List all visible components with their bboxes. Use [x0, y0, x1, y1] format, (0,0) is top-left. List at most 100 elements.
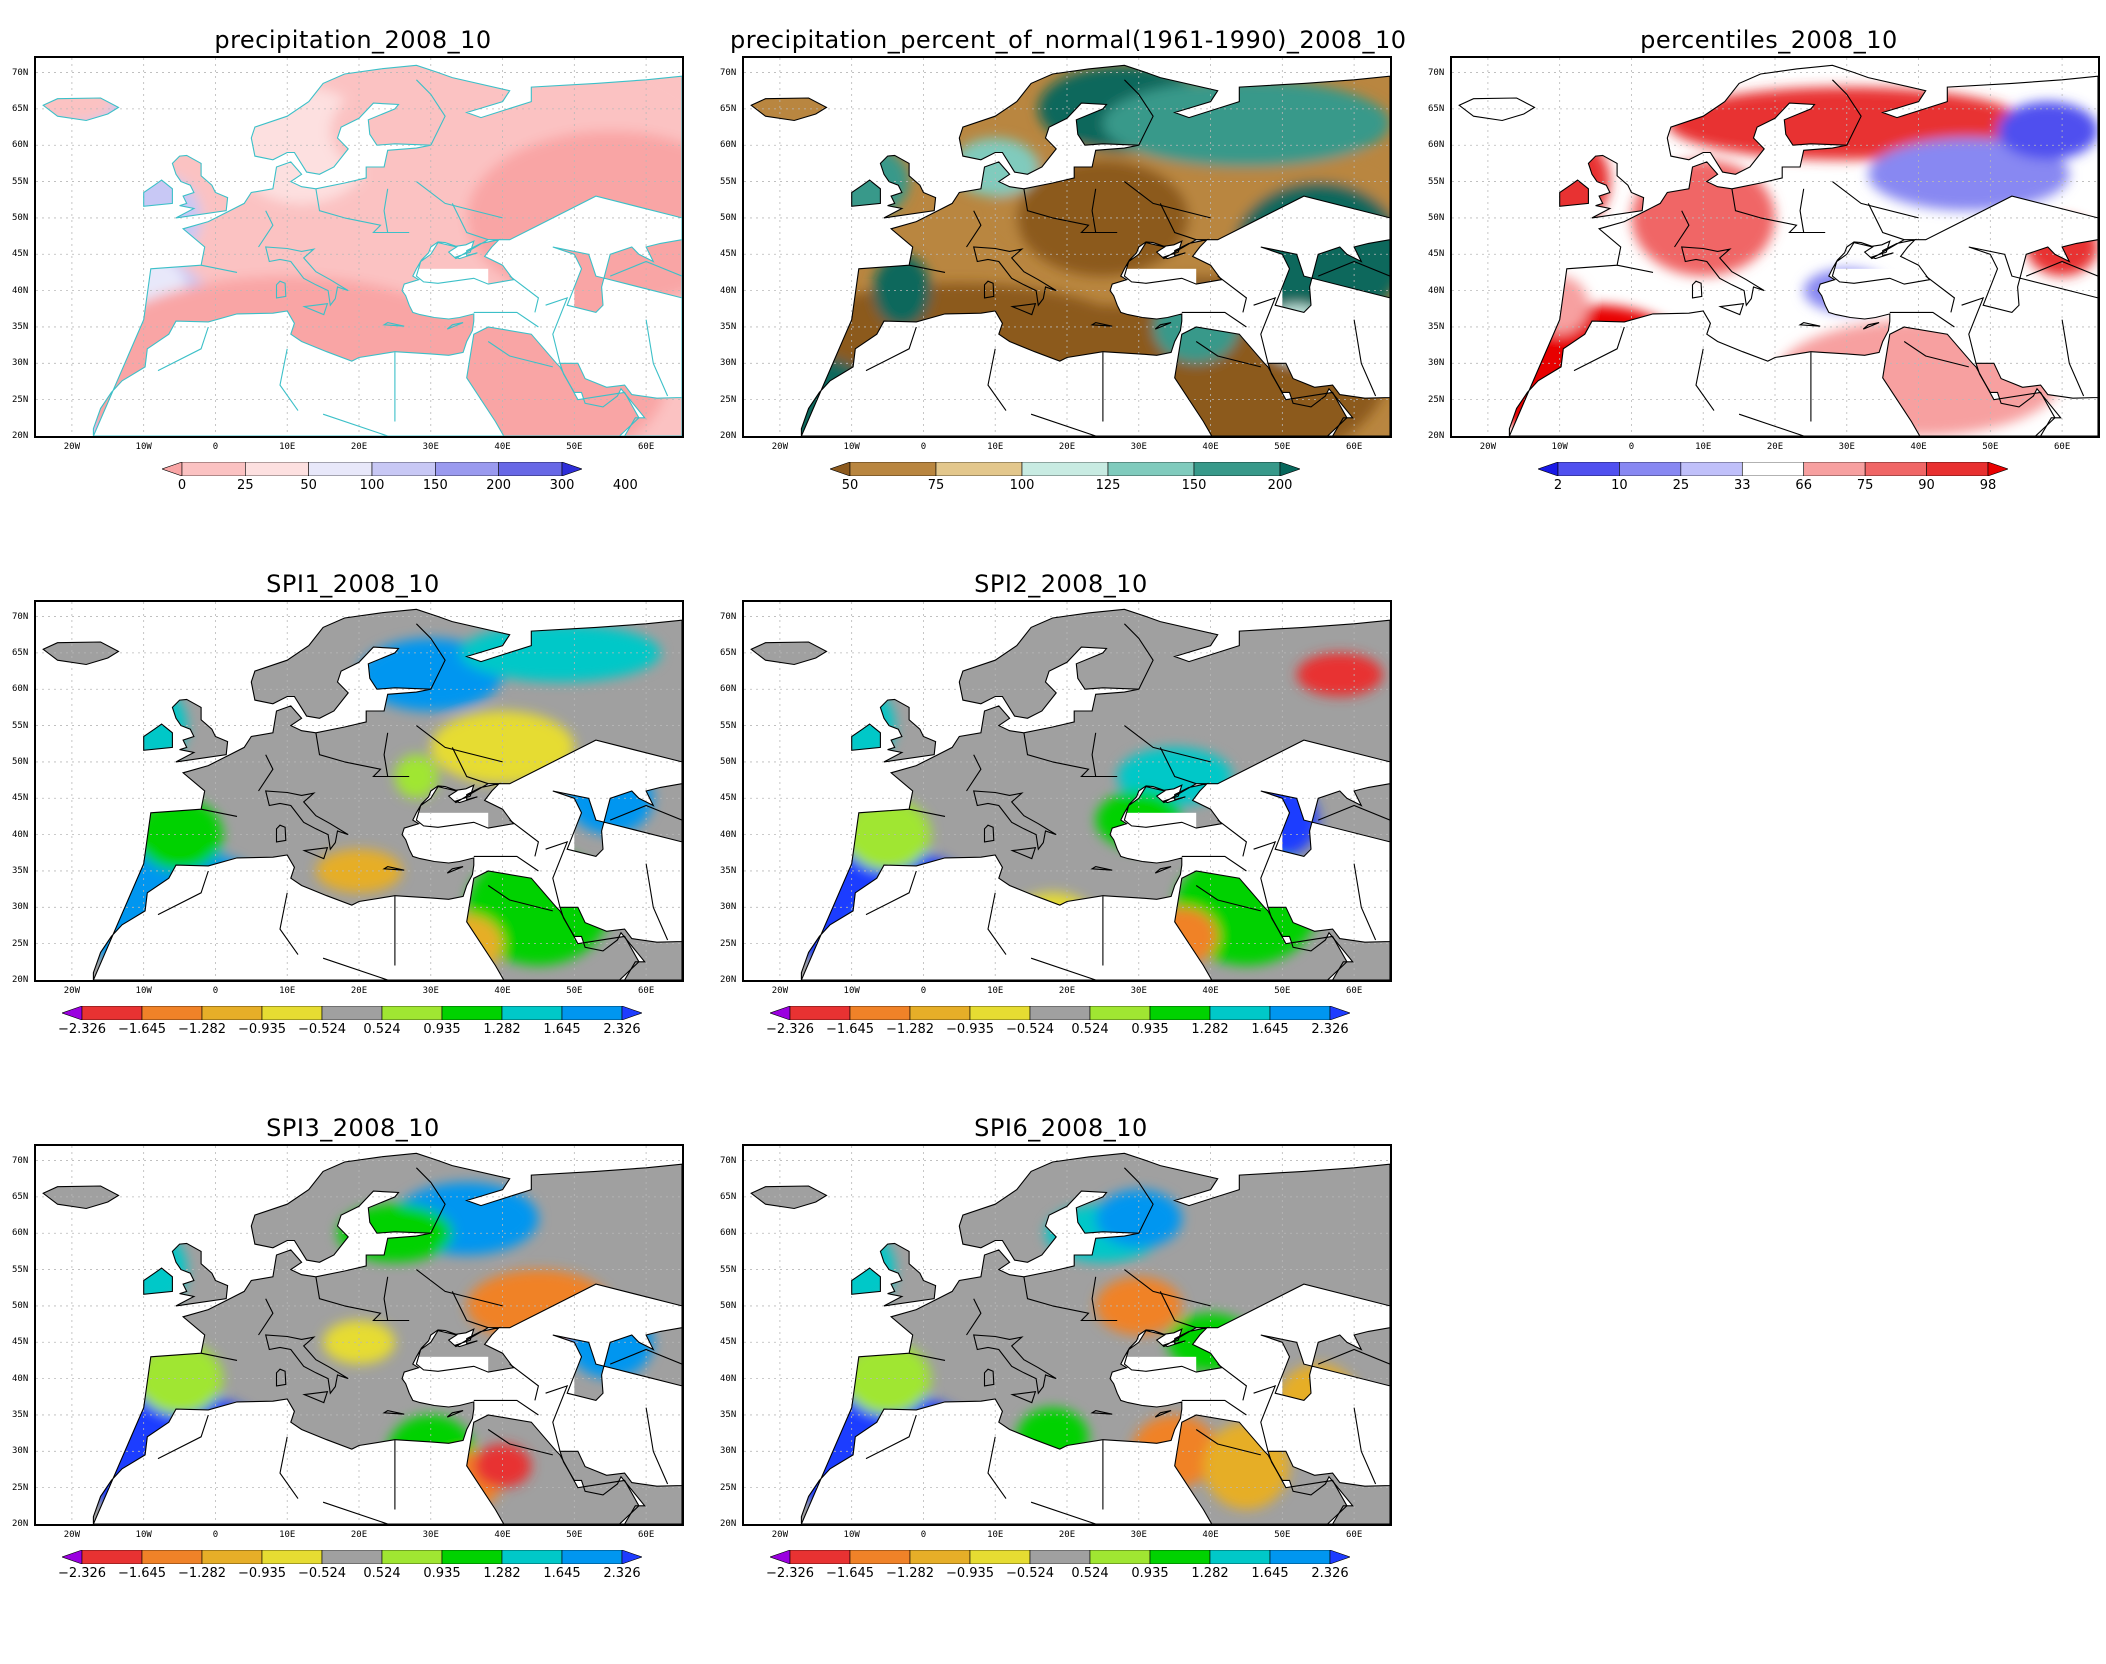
lon-tick-label: 60E	[2053, 442, 2071, 452]
lat-tick-label: 35N	[720, 1409, 737, 1420]
colorbar-segment	[81, 1006, 143, 1020]
colorbar-tick-label: −1.645	[825, 1566, 875, 1581]
country-border	[609, 804, 682, 821]
field-patch	[129, 689, 187, 762]
country-border	[1195, 1429, 1261, 1456]
colorbar-right-arrow	[1279, 462, 1300, 476]
colorbar-tick-label: 1.645	[543, 1022, 581, 1037]
lat-tick-label: 65N	[1428, 103, 1445, 114]
coastlines	[42, 64, 682, 436]
map-svg	[36, 58, 682, 436]
lon-tick-label: 40E	[1202, 986, 1219, 996]
field-patch	[787, 849, 989, 980]
lat-tick-label: 35N	[12, 321, 29, 332]
lon-tick-label: 0	[920, 442, 927, 452]
lon-tick-label: 20W	[63, 1530, 81, 1540]
lat-tick-label: 45N	[720, 249, 737, 260]
panel-title: precipitation_percent_of_normal(1961-199…	[730, 26, 1407, 54]
field-patch	[1102, 261, 1390, 436]
colorbar-segment	[969, 1006, 1031, 1020]
country-border	[1159, 747, 1197, 785]
country-border	[473, 855, 539, 872]
colorbar-left-arrow	[62, 1550, 83, 1564]
country-border	[416, 725, 503, 763]
country-border	[2061, 319, 2085, 397]
field-layer	[751, 65, 1390, 436]
country-border	[1253, 1384, 1277, 1452]
country-border	[383, 188, 389, 233]
field-layer	[751, 1153, 1390, 1524]
lon-tick-label: 20W	[771, 442, 789, 452]
field-patch	[1203, 1422, 1290, 1510]
country-border	[908, 264, 946, 273]
colorbar-tick-label: −1.645	[825, 1022, 875, 1037]
lat-tick-label: 20N	[720, 975, 737, 985]
country-border	[487, 885, 553, 912]
lat-tick-label: 30N	[12, 358, 29, 369]
colorbar-left-arrow	[770, 1006, 791, 1020]
field-patch	[1868, 137, 2070, 211]
map-area	[34, 56, 684, 438]
panel-title: percentiles_2008_10	[1640, 26, 1898, 54]
field-patch	[837, 1233, 895, 1306]
lat-tick-label: 60N	[12, 1228, 29, 1239]
map-svg	[36, 1146, 682, 1524]
country-border	[383, 1276, 389, 1321]
map-area	[1450, 56, 2100, 438]
missing-data-block	[402, 943, 431, 966]
map-svg	[1452, 58, 2098, 436]
lat-tick-label: 55N	[720, 720, 737, 731]
lat-tick-label: 45N	[1428, 249, 1445, 260]
lon-tick-label: 10E	[1695, 442, 1712, 452]
colorbar-tick-label: −2.326	[57, 1022, 107, 1037]
colorbar-left-arrow	[830, 462, 851, 476]
colorbar-segment	[789, 1550, 851, 1564]
colorbar-tick-label: 0.935	[423, 1566, 461, 1581]
country-border	[1023, 1276, 1053, 1307]
lat-tick-label: 35N	[720, 321, 737, 332]
lat-tick-label: 50N	[12, 1300, 29, 1311]
colorbar-left-arrow	[1538, 462, 1559, 476]
country-border	[1181, 311, 1247, 328]
lon-tick-label: 60E	[637, 442, 655, 452]
colorbar-tick-label: 25	[1672, 478, 1690, 493]
lon-tick-label: 60E	[637, 1530, 655, 1540]
lat-tick-label: 65N	[12, 103, 29, 114]
colorbar-tick-label: 50	[300, 478, 317, 493]
country-border	[908, 808, 946, 817]
country-border	[279, 1436, 299, 1499]
lon-tick-label: 20W	[63, 442, 81, 452]
lon-tick-label: 10W	[135, 986, 152, 996]
country-border	[1889, 311, 1955, 328]
country-border	[200, 264, 238, 273]
map-panel-precip: precipitation_2008_10 70N 65N 60N 55N 50N 45N 4…	[12, 26, 684, 576]
colorbar-segment	[308, 462, 373, 476]
country-border	[315, 732, 345, 763]
colorbar-tick-label: −2.326	[57, 1566, 107, 1581]
missing-data-block	[402, 399, 431, 422]
lat-tick-label: 70N	[720, 67, 737, 78]
colorbar-segment	[321, 1006, 383, 1020]
country-border	[908, 1352, 946, 1361]
colorbar-segment	[849, 1006, 911, 1020]
country-border	[315, 188, 345, 219]
lon-tick-label: 10W	[135, 1530, 152, 1540]
country-border	[1195, 885, 1261, 912]
colorbar-segment	[261, 1550, 323, 1564]
country-border	[609, 1348, 682, 1365]
country-border	[1124, 1167, 1154, 1234]
colorbar-tick-label: −0.524	[297, 1022, 347, 1037]
country-border	[1961, 296, 1985, 364]
lon-tick-label: 50E	[1274, 442, 1291, 452]
colorbar-tick-label: 100	[1009, 478, 1035, 493]
lat-tick-label: 70N	[12, 67, 29, 78]
colorbar-segment	[1149, 1006, 1211, 1020]
lat-tick-label: 30N	[12, 1446, 29, 1457]
colorbar-tick-label: 90	[1918, 478, 1935, 493]
field-patch	[79, 849, 281, 980]
colorbar	[770, 1006, 1350, 1020]
colorbar-tick-label: −1.645	[117, 1566, 167, 1581]
lon-tick-label: 20E	[350, 1530, 368, 1540]
missing-data-block	[402, 1487, 431, 1510]
colorbar-segment	[1557, 462, 1620, 476]
